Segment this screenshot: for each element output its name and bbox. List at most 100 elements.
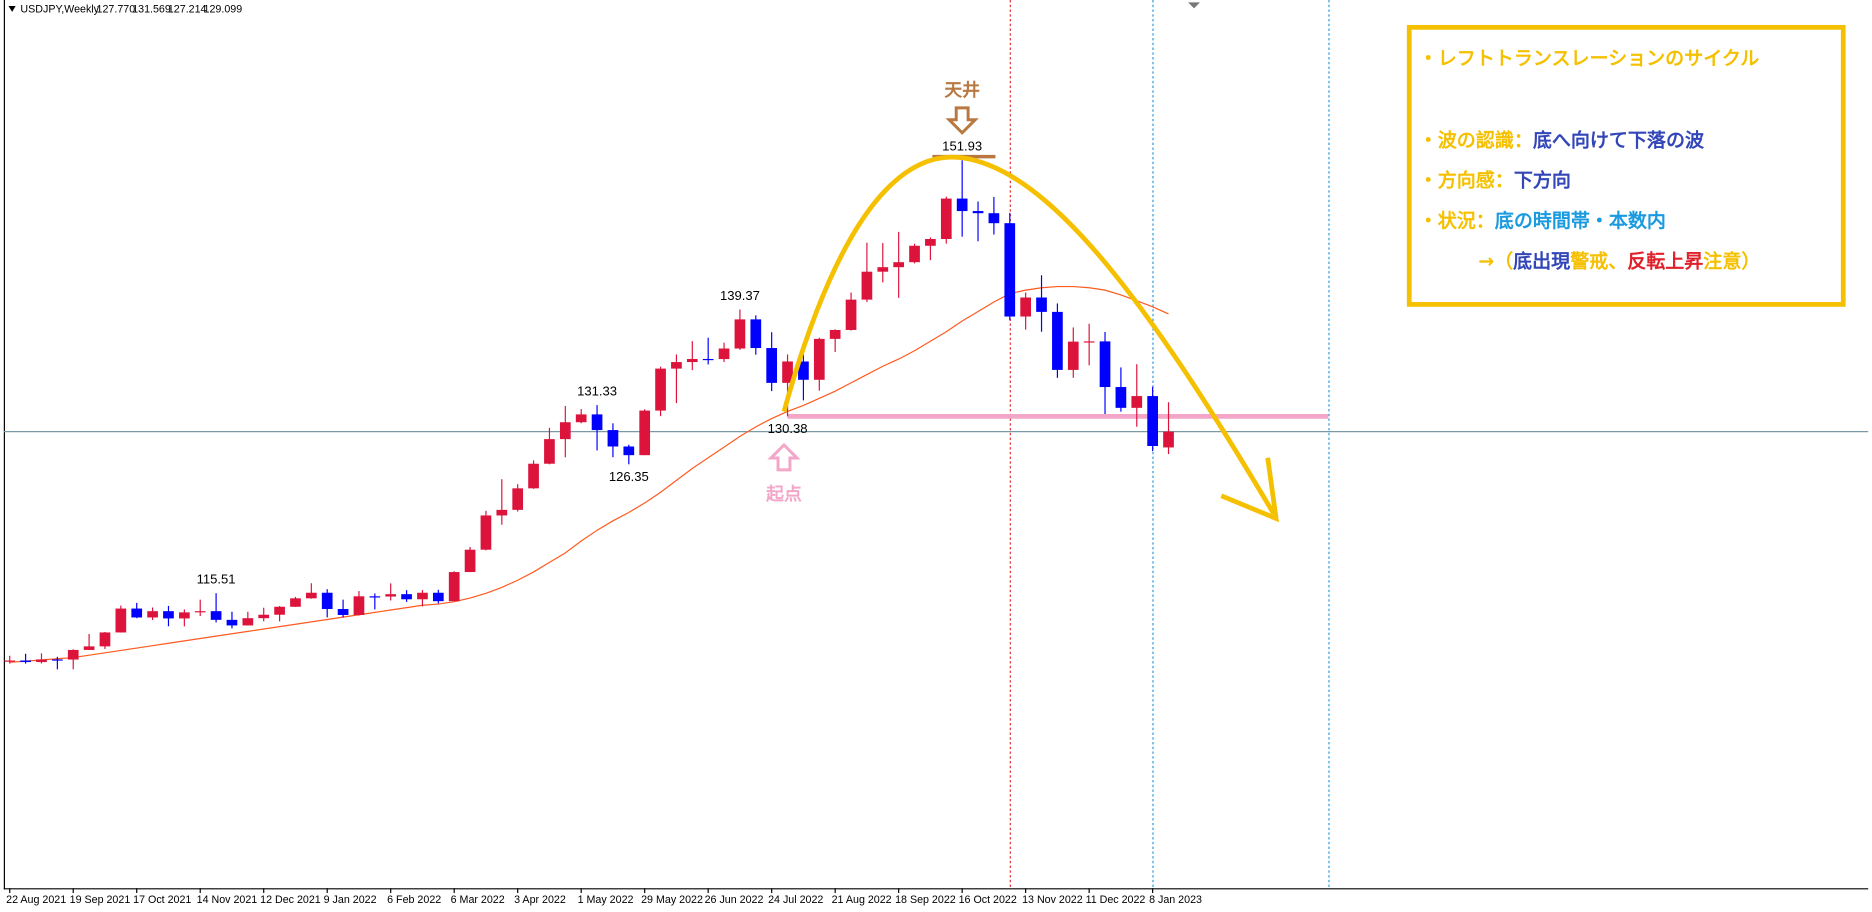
info-segment: ・波の認識：	[1419, 128, 1533, 151]
high-label: 139.37	[720, 288, 760, 303]
candle-body	[353, 596, 365, 615]
candle-body	[544, 439, 555, 464]
candle-body	[845, 299, 857, 330]
candle-body	[782, 361, 793, 383]
candle-body	[1163, 431, 1174, 448]
header-value: 131.569	[132, 3, 171, 15]
candle-body	[147, 611, 158, 618]
x-tick-label: 22 Aug 2021	[6, 894, 66, 906]
candle-body	[559, 422, 571, 440]
x-tick-label: 8 Jan 2023	[1149, 894, 1202, 906]
candle-body	[305, 592, 317, 599]
info-segment: ・レフトトランスレーションのサイクル	[1419, 47, 1760, 69]
info-segment: 底出現	[1513, 249, 1570, 272]
peak-label: 天井	[944, 79, 980, 101]
candle-body	[1147, 396, 1158, 447]
info-segment: 底の時間帯・本数内	[1495, 209, 1666, 232]
candle-body	[940, 198, 952, 239]
candle-body	[1036, 297, 1047, 312]
candle-body	[4, 660, 16, 662]
candle-body	[623, 446, 635, 456]
candle-body	[1004, 223, 1016, 317]
candle-body	[1083, 341, 1095, 343]
candle-body	[99, 632, 111, 647]
info-segment: →（	[1478, 249, 1513, 272]
candle-body	[972, 211, 984, 214]
candle-body	[115, 608, 127, 633]
candle-body	[337, 609, 349, 615]
candle-body	[432, 592, 444, 602]
candle-body	[52, 659, 63, 661]
x-tick-label: 6 Feb 2022	[387, 894, 441, 906]
candle-body	[750, 319, 762, 349]
candle-body	[512, 488, 524, 510]
candle-body	[464, 549, 476, 573]
info-segment: 下方向	[1514, 168, 1571, 191]
candle-body	[798, 361, 809, 380]
info-line: ・方向感：下方向	[1419, 168, 1571, 191]
info-segment: 底へ向けて下落の波	[1533, 128, 1705, 151]
x-tick-label: 1 May 2022	[578, 894, 634, 906]
x-tick-label: 17 Oct 2021	[133, 894, 191, 906]
x-tick-label: 6 Mar 2022	[451, 894, 505, 906]
header-value: 127.214	[168, 3, 207, 15]
info-segment: 注意）	[1703, 249, 1760, 272]
high-label: 131.33	[577, 383, 617, 398]
x-tick-label: 16 Oct 2022	[959, 894, 1017, 906]
candle-body	[1115, 387, 1127, 408]
candle-body	[1099, 341, 1111, 388]
x-tick-label: 24 Jul 2022	[768, 894, 823, 906]
candle-body	[496, 509, 508, 516]
candle-body	[36, 659, 47, 663]
candle-body	[210, 611, 222, 620]
candle-body	[829, 329, 841, 339]
x-tick-label: 26 Jun 2022	[705, 894, 764, 906]
candle-body	[131, 608, 143, 618]
peak-arrow	[945, 106, 979, 135]
info-segment: 反転上昇	[1627, 250, 1703, 272]
candle-body	[385, 594, 397, 597]
high-label: 151.93	[942, 139, 982, 154]
candle-body	[321, 592, 333, 610]
info-line: ・波の認識：底へ向けて下落の波	[1419, 128, 1705, 151]
start-arrow	[767, 442, 801, 472]
x-tick-label: 11 Dec 2022	[1086, 894, 1146, 906]
candle-body	[258, 614, 270, 619]
candle-body	[290, 598, 301, 607]
candle-body	[591, 414, 603, 431]
candle-body	[67, 649, 79, 660]
candle-body	[575, 414, 587, 423]
candle-body	[718, 348, 730, 360]
chart-title: USDJPY,Weekly	[20, 3, 99, 15]
low-label: 130.38	[768, 421, 808, 436]
info-line: ・レフトトランスレーションのサイクル	[1419, 47, 1760, 69]
candle-body	[242, 618, 254, 626]
candle-body	[401, 594, 412, 600]
candle-body	[861, 271, 873, 300]
menu-marker	[8, 5, 16, 12]
x-tick-label: 18 Sep 2022	[895, 894, 956, 906]
background	[3, 0, 1869, 912]
moving-average	[9, 285, 1169, 663]
candle-body	[877, 267, 889, 272]
info-text: ・レフトトランスレーションのサイクル・波の認識：底へ向けて下落の波・方向感：下方…	[1419, 47, 1761, 272]
plot: 22 Aug 2021 19 Sep 2021 17 Oct 2021 14 Nov …	[3, 0, 1869, 906]
candle-body	[1131, 396, 1143, 408]
candle-body	[893, 262, 905, 268]
candle-body	[909, 245, 920, 263]
x-tick-label: 21 Aug 2022	[832, 894, 892, 906]
candle-body	[480, 515, 492, 550]
candle-body	[274, 606, 285, 615]
cycle-arrowhead	[1220, 457, 1279, 523]
candle-body	[988, 213, 1000, 224]
start-label: 起点	[765, 483, 802, 505]
candle-body	[20, 660, 31, 663]
candle-body	[178, 612, 190, 619]
x-tick-label: 12 Dec 2021	[260, 894, 321, 906]
candle-body	[226, 619, 238, 626]
candle-body	[83, 646, 95, 650]
x-tick-label: 14 Nov 2021	[197, 894, 258, 906]
info-segment: ・方向感：	[1419, 168, 1514, 191]
